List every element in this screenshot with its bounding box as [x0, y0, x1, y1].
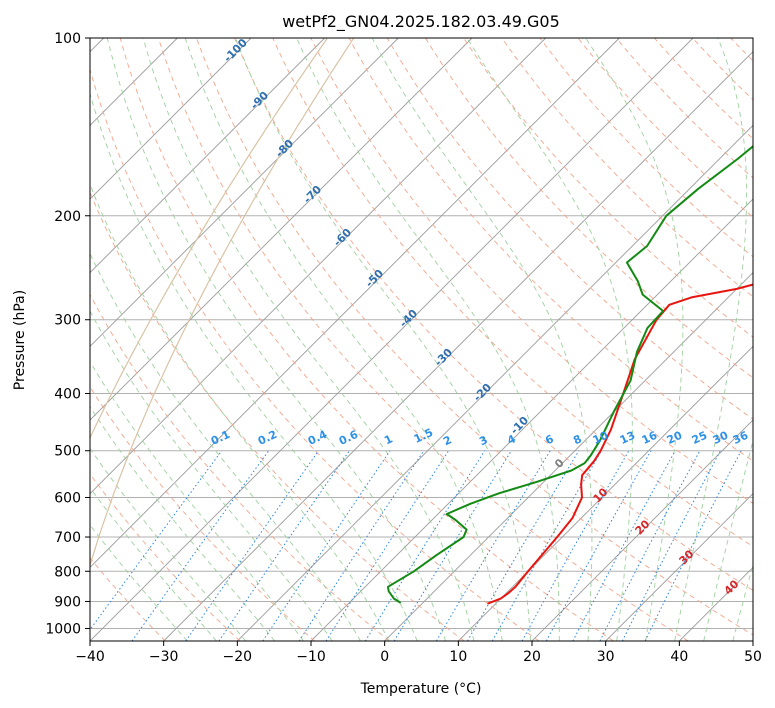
dry-adiabat-line	[196, 38, 753, 636]
y-axis-label: Pressure (hPa)	[12, 290, 28, 390]
y-tick-label: 700	[54, 530, 81, 546]
plot-frame	[89, 37, 754, 642]
y-tick-label: 800	[54, 564, 81, 580]
mixing-ratio-line	[262, 450, 391, 641]
isotherm-line	[90, 38, 325, 274]
isotherm-line	[90, 38, 694, 641]
moist-adiabat-line	[90, 524, 188, 641]
mixing-ratio-line	[393, 450, 512, 641]
dry-adiabat-line	[272, 38, 753, 548]
background-lines	[90, 38, 753, 641]
mixing-ratio-label: 20	[665, 429, 685, 447]
moist-adiabat-line	[585, 38, 684, 641]
mixing-ratio-line	[545, 450, 652, 641]
moist-adiabat-line	[90, 360, 304, 641]
x-tick-label: −40	[75, 649, 105, 665]
x-tick-label: −30	[149, 649, 179, 665]
dry-adiabat-line	[90, 386, 315, 641]
x-tick-label: 20	[523, 649, 541, 665]
moist-adiabat-line	[90, 92, 418, 641]
y-tick-label: 600	[54, 490, 81, 506]
dry-adiabat-line	[90, 67, 540, 641]
y-tick-label: 500	[54, 444, 81, 460]
mixing-ratio-line	[298, 450, 425, 641]
isotherm-line	[605, 493, 753, 641]
plot-area	[90, 38, 753, 641]
mixing-ratio-line	[621, 450, 721, 641]
axis-ticks: −40 −30 −20 −10 0 10 20 30 40 50 100 200 300 400 500 60…	[45, 31, 762, 665]
moist-adiabat-line	[106, 38, 447, 641]
y-tick-label: 1000	[45, 621, 81, 637]
mixing-ratio-line	[521, 450, 630, 641]
moist-adiabat-line	[90, 183, 390, 641]
isotherm-line	[384, 272, 753, 641]
isotherm-line	[90, 38, 546, 495]
x-tick-label: 0	[380, 649, 389, 665]
dry-adiabat-line	[539, 38, 753, 258]
isotherm-line	[90, 38, 252, 200]
mixing-ratio-label: 16	[640, 429, 660, 447]
dry-adiabat-line	[310, 38, 753, 504]
mixing-ratio-label: 25	[690, 429, 709, 447]
moist-adiabat-line	[142, 38, 475, 641]
dewpoint-profile-line	[387, 145, 753, 604]
x-tick-label: −10	[296, 649, 326, 665]
mixing-ratio-line	[185, 450, 320, 641]
isotherm-line	[237, 124, 753, 641]
x-tick-label: −20	[223, 649, 253, 665]
mixing-ratio-line	[325, 450, 450, 641]
mixing-ratio-line	[364, 450, 486, 641]
moist-adiabat-line	[296, 38, 560, 641]
x-axis-label: Temperature (°C)	[360, 681, 482, 697]
dry-adiabat-line	[425, 38, 753, 379]
mixing-ratio-label: 36	[731, 429, 751, 447]
moist-adiabat-line	[90, 447, 247, 641]
y-tick-label: 900	[54, 594, 81, 610]
moist-adiabat-line	[90, 252, 361, 641]
x-tick-label: 50	[744, 649, 762, 665]
mixing-ratio-label: 30	[711, 429, 731, 447]
mixing-ratio-line	[644, 450, 742, 641]
dry-adiabat-line	[577, 38, 753, 218]
mixing-ratio-line	[90, 450, 223, 631]
profile-series	[387, 145, 753, 605]
y-tick-label: 100	[54, 31, 81, 47]
dry-adiabat-line	[157, 38, 689, 641]
isotherm-line	[90, 38, 399, 347]
mixing-ratio-line	[218, 450, 350, 641]
dry-adiabat-line	[90, 191, 465, 641]
moist-adiabat-line	[674, 38, 748, 641]
dry-adiabat-line	[348, 38, 753, 462]
dry-adiabat-line	[234, 38, 753, 591]
isotherm-line	[163, 51, 753, 641]
chart-title: wetPf2_GN04.2025.182.03.49.G05	[282, 12, 560, 32]
y-tick-label: 400	[54, 387, 81, 403]
mixing-ratio-line	[131, 450, 270, 641]
dry-adiabat-line	[501, 38, 753, 298]
x-tick-label: 30	[597, 649, 615, 665]
mixing-ratio-label: 10	[591, 429, 611, 447]
x-tick-label: 40	[670, 649, 688, 665]
mixing-ratio-label: 13	[618, 429, 637, 447]
reference-curve	[90, 38, 328, 440]
dry-adiabat-line	[654, 38, 753, 140]
moist-adiabat-line	[90, 486, 217, 641]
moist-adiabat-line	[235, 38, 532, 641]
dry-adiabat-line	[615, 38, 753, 179]
reference-curve	[90, 38, 355, 568]
y-tick-label: 200	[54, 209, 81, 225]
moist-adiabat-line	[371, 38, 593, 641]
isotherm-line	[458, 345, 753, 641]
y-tick-label: 300	[54, 313, 81, 329]
isotherm-line	[531, 419, 753, 641]
dry-adiabat-line	[119, 38, 614, 641]
moist-adiabat-line	[90, 405, 275, 641]
isotherm-line	[310, 198, 753, 641]
isotherm-line	[90, 38, 620, 568]
x-tick-label: 10	[449, 649, 467, 665]
